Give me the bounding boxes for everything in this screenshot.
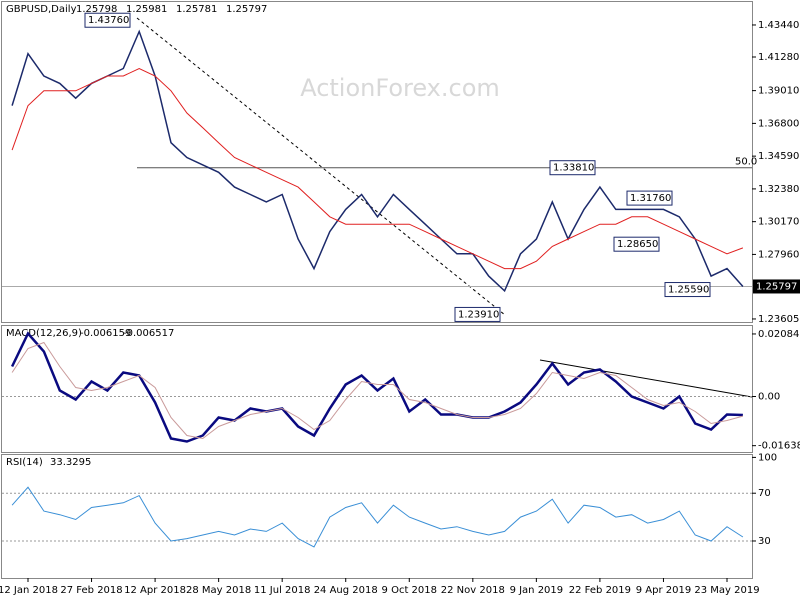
rsi-panel [1, 454, 753, 579]
price-title: GBPUSD,Daily [6, 4, 77, 15]
annotation-box [664, 282, 711, 298]
trend-line [136, 17, 506, 316]
rsi-value: 33.3295 [50, 457, 91, 468]
x-tick-label: 12 Jan 2018 [0, 585, 58, 596]
ohlc-value: 1.25797 [226, 4, 267, 15]
x-tick-label: 12 Apr 2018 [124, 585, 186, 596]
x-tick-label: 9 Apr 2019 [636, 585, 691, 596]
current-price-box [753, 279, 800, 294]
ohlc-value: 1.25781 [176, 4, 217, 15]
y-tick-label: 1.43440 [758, 20, 799, 31]
x-tick-label: 28 May 2018 [186, 585, 251, 596]
watermark: ActionForex.com [300, 74, 500, 102]
series-line [10, 331, 743, 443]
y-tick-label: 1.36800 [758, 118, 799, 129]
x-tick-label: 9 Jan 2019 [510, 585, 564, 596]
y-tick-label: 100 [758, 452, 777, 463]
y-tick-label: -0.016389 [758, 441, 800, 452]
x-tick-label: 22 Feb 2019 [569, 585, 631, 596]
annotation-box [454, 306, 501, 322]
x-tick-label: 24 Aug 2018 [314, 585, 378, 596]
series-line [11, 341, 744, 440]
y-tick-label: 1.30170 [758, 217, 799, 228]
y-tick-label: 1.41280 [758, 52, 799, 63]
x-tick-label: 27 Feb 2018 [60, 585, 122, 596]
y-tick-label: 30 [758, 536, 771, 547]
fib-label: 50.0 [735, 157, 757, 168]
current-price-label: 1.25797 [756, 281, 797, 292]
series-line [11, 29, 744, 293]
annotation-label: 1.43760 [88, 15, 129, 26]
macd-trend-line [539, 359, 753, 398]
annotation-label: 1.23910 [458, 309, 499, 320]
annotation-label: 1.28650 [617, 239, 658, 250]
annotation-label: 1.33810 [553, 163, 594, 174]
rsi-title: RSI(14) [6, 457, 43, 468]
annotation-label: 1.31760 [630, 193, 671, 204]
y-tick-label: 1.23605 [758, 314, 799, 325]
y-tick-label: 1.32380 [758, 184, 799, 195]
x-tick-label: 23 May 2019 [694, 585, 759, 596]
macd-value: -0.006159 [80, 328, 131, 339]
annotation-box [626, 190, 673, 206]
y-tick-label: 1.39010 [758, 86, 799, 97]
series-line [11, 67, 744, 270]
x-tick-label: 11 Jul 2018 [254, 585, 311, 596]
macd-signal-value: -0.006517 [123, 328, 174, 339]
y-tick-label: 0.020848 [758, 329, 800, 340]
annotation-box [613, 236, 660, 252]
annotation-label: 1.25590 [668, 285, 709, 296]
y-tick-label: 70 [758, 488, 771, 499]
series-line [11, 486, 744, 548]
y-tick-label: 0.00 [758, 392, 780, 403]
annotation-box [84, 12, 131, 28]
annotation-box [549, 160, 596, 176]
y-tick-label: 1.27960 [758, 249, 799, 260]
ohlc-value: 1.25798 [76, 4, 117, 15]
macd-panel [1, 325, 753, 453]
ohlc-value: 1.25981 [126, 4, 167, 15]
macd-title: MACD(12,26,9) [6, 328, 82, 339]
price-panel [1, 1, 753, 323]
y-tick-label: 1.34590 [758, 151, 799, 162]
x-tick-label: 22 Nov 2018 [441, 585, 505, 596]
x-tick-label: 9 Oct 2018 [382, 585, 437, 596]
